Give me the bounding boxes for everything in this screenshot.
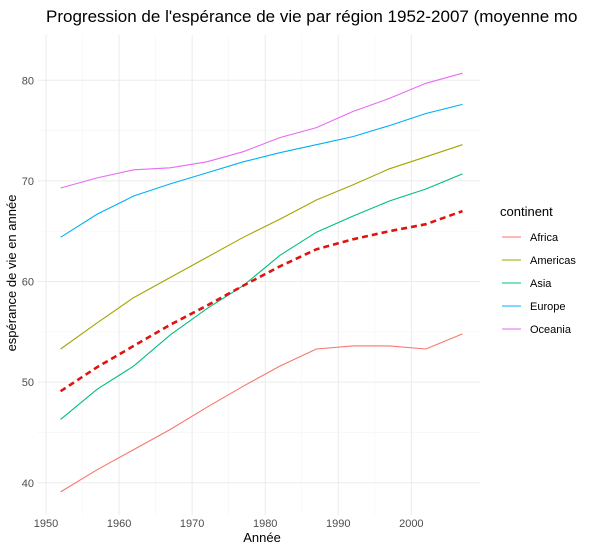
legend-title: continent bbox=[500, 204, 553, 219]
y-tick-label: 70 bbox=[22, 176, 34, 188]
x-tick-label: 1990 bbox=[326, 518, 350, 530]
x-tick-label: 1970 bbox=[180, 518, 204, 530]
y-tick-label: 50 bbox=[22, 377, 34, 389]
y-tick-label: 60 bbox=[22, 277, 34, 289]
series-line-africa bbox=[60, 333, 463, 493]
chart-title: Progression de l'espérance de vie par ré… bbox=[46, 7, 578, 26]
x-tick-label: 1980 bbox=[253, 518, 277, 530]
x-tick-label: 1960 bbox=[107, 518, 131, 530]
legend-label-europe: Europe bbox=[530, 301, 565, 313]
legend-label-oceania: Oceania bbox=[530, 324, 572, 336]
legend-label-americas: Americas bbox=[530, 255, 576, 267]
series-line-oceania bbox=[60, 72, 463, 189]
y-tick-labels: 40 50 60 70 80 bbox=[22, 75, 34, 490]
y-tick-label: 40 bbox=[22, 478, 34, 490]
y-axis-title: espérance de vie en année bbox=[4, 195, 19, 352]
y-tick-label: 80 bbox=[22, 75, 34, 87]
world-mean-dashed-line bbox=[59, 209, 463, 393]
world-mean-line bbox=[59, 209, 463, 393]
x-axis-title: Année bbox=[243, 530, 281, 545]
legend-label-africa: Africa bbox=[530, 232, 559, 244]
x-tick-label: 1950 bbox=[34, 518, 58, 530]
x-tick-labels: 1950 1960 1970 1980 1990 2000 bbox=[34, 518, 424, 530]
legend: continent Africa Americas Asia Europe Oceani… bbox=[500, 204, 576, 336]
x-tick-label: 2000 bbox=[399, 518, 423, 530]
series-line-asia bbox=[60, 173, 463, 420]
grid bbox=[38, 35, 480, 515]
series-line-americas bbox=[60, 144, 463, 350]
series-line-europe bbox=[60, 103, 463, 238]
legend-label-asia: Asia bbox=[530, 278, 552, 290]
series-lines bbox=[60, 72, 463, 493]
